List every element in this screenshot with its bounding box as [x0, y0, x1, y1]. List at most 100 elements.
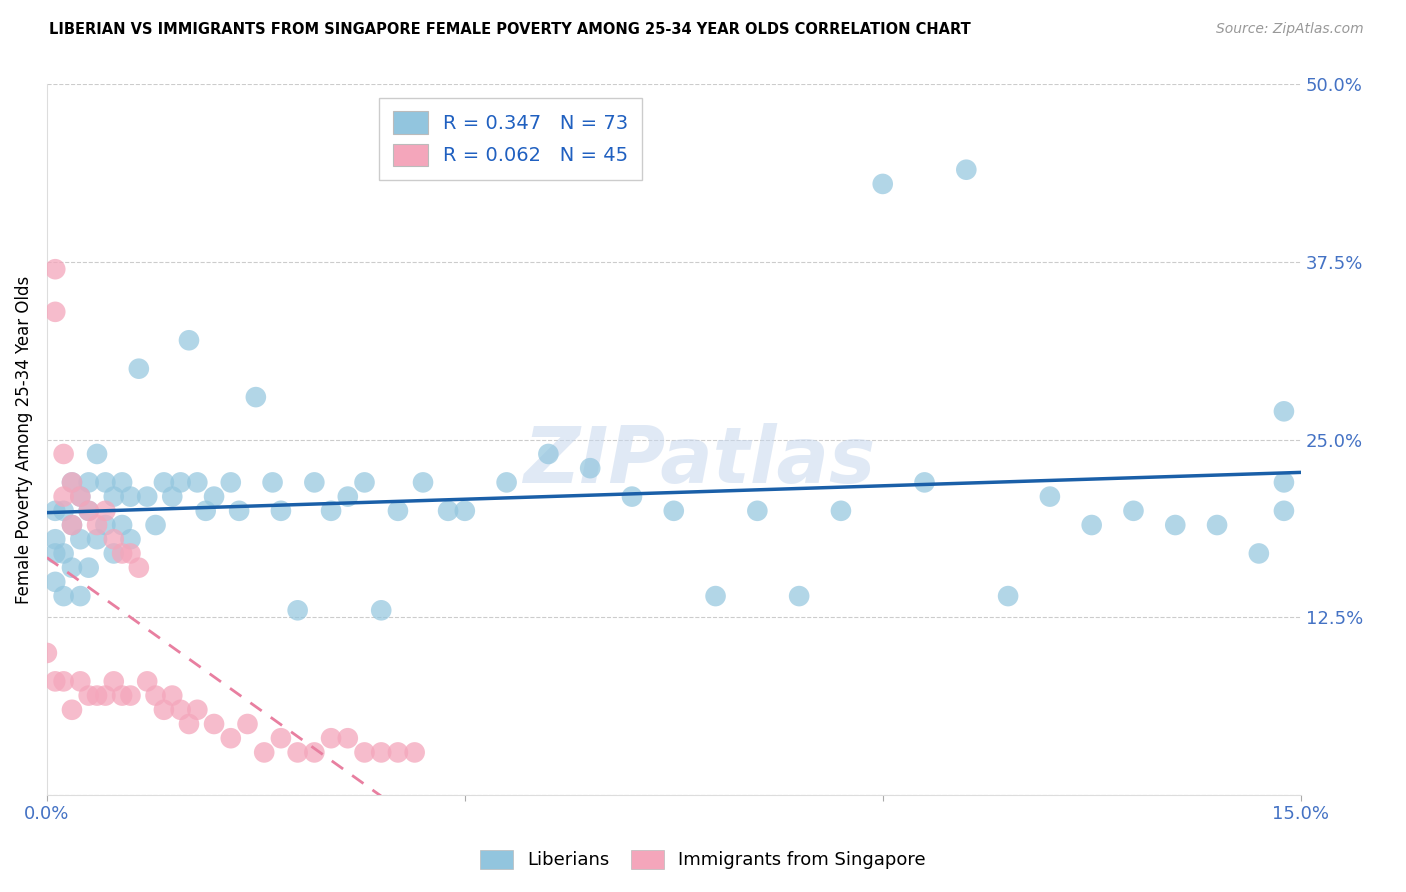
Point — [830, 504, 852, 518]
Point — [202, 717, 225, 731]
Point — [202, 490, 225, 504]
Point — [52, 674, 75, 689]
Point — [44, 262, 66, 277]
Point — [228, 504, 250, 518]
Point — [162, 689, 184, 703]
Point — [94, 475, 117, 490]
Point — [287, 746, 309, 760]
Point — [69, 589, 91, 603]
Point — [1272, 404, 1295, 418]
Point — [662, 504, 685, 518]
Point — [319, 731, 342, 746]
Point — [128, 560, 150, 574]
Point — [319, 504, 342, 518]
Point — [169, 703, 191, 717]
Point — [86, 518, 108, 533]
Point — [353, 475, 375, 490]
Point — [44, 674, 66, 689]
Point — [103, 533, 125, 547]
Point — [253, 746, 276, 760]
Point — [153, 703, 176, 717]
Point — [620, 490, 643, 504]
Point — [437, 504, 460, 518]
Point — [304, 746, 326, 760]
Legend: Liberians, Immigrants from Singapore: Liberians, Immigrants from Singapore — [471, 841, 935, 879]
Point — [77, 475, 100, 490]
Point — [86, 689, 108, 703]
Point — [52, 546, 75, 560]
Point — [153, 475, 176, 490]
Point — [997, 589, 1019, 603]
Point — [169, 475, 191, 490]
Point — [35, 646, 58, 660]
Point — [60, 518, 83, 533]
Point — [52, 490, 75, 504]
Point — [245, 390, 267, 404]
Point — [136, 674, 159, 689]
Point — [186, 475, 208, 490]
Point — [495, 475, 517, 490]
Point — [69, 674, 91, 689]
Point — [44, 305, 66, 319]
Point — [1247, 546, 1270, 560]
Point — [69, 533, 91, 547]
Point — [120, 490, 142, 504]
Point — [387, 504, 409, 518]
Point — [69, 490, 91, 504]
Point — [1039, 490, 1062, 504]
Point — [136, 490, 159, 504]
Point — [60, 475, 83, 490]
Point — [579, 461, 602, 475]
Point — [1272, 475, 1295, 490]
Point — [370, 603, 392, 617]
Text: Source: ZipAtlas.com: Source: ZipAtlas.com — [1216, 22, 1364, 37]
Point — [162, 490, 184, 504]
Point — [120, 689, 142, 703]
Point — [186, 703, 208, 717]
Point — [1206, 518, 1229, 533]
Point — [111, 546, 134, 560]
Point — [370, 746, 392, 760]
Point — [387, 746, 409, 760]
Point — [86, 533, 108, 547]
Point — [120, 546, 142, 560]
Point — [94, 689, 117, 703]
Point — [336, 490, 359, 504]
Point — [111, 689, 134, 703]
Point — [103, 546, 125, 560]
Point — [412, 475, 434, 490]
Point — [872, 177, 894, 191]
Point — [1122, 504, 1144, 518]
Point — [177, 333, 200, 347]
Point — [914, 475, 936, 490]
Point — [44, 546, 66, 560]
Point — [103, 490, 125, 504]
Point — [94, 518, 117, 533]
Point — [304, 475, 326, 490]
Point — [747, 504, 769, 518]
Point — [1272, 504, 1295, 518]
Point — [86, 447, 108, 461]
Point — [103, 674, 125, 689]
Point — [60, 518, 83, 533]
Point — [44, 504, 66, 518]
Point — [537, 447, 560, 461]
Point — [52, 504, 75, 518]
Point — [1080, 518, 1102, 533]
Point — [236, 717, 259, 731]
Point — [111, 518, 134, 533]
Point — [120, 533, 142, 547]
Text: LIBERIAN VS IMMIGRANTS FROM SINGAPORE FEMALE POVERTY AMONG 25-34 YEAR OLDS CORRE: LIBERIAN VS IMMIGRANTS FROM SINGAPORE FE… — [49, 22, 972, 37]
Point — [77, 504, 100, 518]
Point — [194, 504, 217, 518]
Point — [287, 603, 309, 617]
Point — [77, 504, 100, 518]
Point — [94, 504, 117, 518]
Point — [44, 574, 66, 589]
Point — [270, 504, 292, 518]
Point — [60, 703, 83, 717]
Point — [262, 475, 284, 490]
Point — [145, 518, 167, 533]
Point — [52, 447, 75, 461]
Point — [177, 717, 200, 731]
